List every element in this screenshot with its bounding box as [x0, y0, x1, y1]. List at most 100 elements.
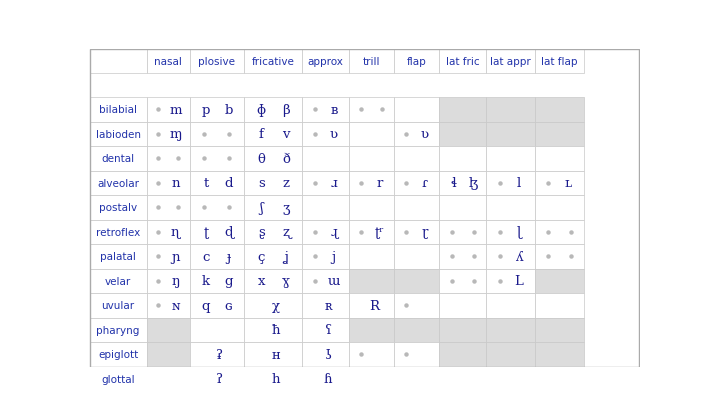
- Text: θ: θ: [257, 152, 265, 166]
- Text: ʋ: ʋ: [330, 128, 338, 141]
- Text: ʈʳ: ʈʳ: [375, 226, 385, 239]
- Bar: [302, 122, 349, 147]
- Bar: [244, 244, 302, 269]
- Bar: [190, 318, 244, 342]
- Bar: [244, 50, 302, 74]
- Text: dental: dental: [102, 154, 134, 164]
- Bar: [535, 147, 584, 171]
- Bar: [349, 98, 395, 122]
- Bar: [190, 269, 244, 294]
- Text: ʜ: ʜ: [272, 348, 280, 361]
- Bar: [302, 318, 349, 342]
- Text: ɸ: ɸ: [257, 104, 266, 116]
- Text: ɳ: ɳ: [171, 226, 180, 239]
- Bar: [90, 171, 146, 196]
- Text: d: d: [225, 177, 233, 190]
- Text: ɱ: ɱ: [169, 128, 182, 141]
- Bar: [244, 171, 302, 196]
- Bar: [439, 342, 486, 367]
- Bar: [302, 294, 349, 318]
- Text: ʝ: ʝ: [284, 250, 289, 263]
- Text: h: h: [272, 373, 280, 385]
- Bar: [90, 98, 146, 122]
- Bar: [90, 220, 146, 244]
- Text: ŋ: ŋ: [171, 275, 180, 288]
- Bar: [349, 367, 395, 391]
- Bar: [486, 220, 535, 244]
- Text: bilabial: bilabial: [99, 105, 137, 115]
- Bar: [146, 367, 190, 391]
- Text: ʟ: ʟ: [565, 177, 572, 190]
- Bar: [439, 50, 486, 74]
- Bar: [146, 147, 190, 171]
- Text: labioden: labioden: [95, 130, 141, 140]
- Bar: [395, 171, 439, 196]
- Bar: [244, 294, 302, 318]
- Bar: [146, 269, 190, 294]
- Bar: [90, 294, 146, 318]
- Text: alveolar: alveolar: [97, 178, 139, 188]
- Bar: [486, 122, 535, 147]
- Bar: [349, 220, 395, 244]
- Bar: [349, 147, 395, 171]
- Bar: [535, 220, 584, 244]
- Text: ɽ: ɽ: [422, 226, 428, 239]
- Text: ɟ: ɟ: [227, 250, 231, 263]
- Bar: [395, 147, 439, 171]
- Bar: [302, 342, 349, 367]
- Bar: [302, 220, 349, 244]
- Bar: [302, 147, 349, 171]
- Text: velar: velar: [105, 276, 132, 286]
- Bar: [395, 122, 439, 147]
- Bar: [395, 196, 439, 220]
- Bar: [439, 220, 486, 244]
- Bar: [90, 367, 146, 391]
- Text: ɖ: ɖ: [225, 226, 233, 239]
- Text: ɣ: ɣ: [282, 275, 290, 288]
- Bar: [349, 318, 395, 342]
- Bar: [190, 342, 244, 367]
- Text: plosive: plosive: [198, 57, 235, 67]
- Bar: [439, 294, 486, 318]
- Text: ʈ: ʈ: [203, 226, 208, 239]
- Text: ʎ: ʎ: [515, 250, 523, 263]
- Bar: [439, 269, 486, 294]
- Bar: [146, 318, 190, 342]
- Text: palatal: palatal: [100, 252, 136, 262]
- Bar: [244, 367, 302, 391]
- Text: ʕ: ʕ: [325, 324, 332, 337]
- Bar: [190, 244, 244, 269]
- Bar: [349, 122, 395, 147]
- Bar: [349, 196, 395, 220]
- Text: z: z: [282, 177, 289, 190]
- Bar: [395, 269, 439, 294]
- Text: uvular: uvular: [102, 301, 134, 311]
- Bar: [395, 367, 439, 391]
- Bar: [535, 244, 584, 269]
- Text: ɦ: ɦ: [324, 373, 332, 385]
- Text: pharyng: pharyng: [97, 325, 140, 335]
- Text: retroflex: retroflex: [96, 227, 140, 237]
- Text: lat flap: lat flap: [542, 57, 578, 67]
- Text: ɴ: ɴ: [171, 299, 180, 312]
- Text: trill: trill: [363, 57, 380, 67]
- Text: ɾ: ɾ: [422, 177, 427, 190]
- Text: f: f: [259, 128, 264, 141]
- Text: glottal: glottal: [101, 374, 135, 384]
- Bar: [395, 318, 439, 342]
- Bar: [349, 294, 395, 318]
- Bar: [244, 342, 302, 367]
- Bar: [190, 50, 244, 74]
- Bar: [439, 244, 486, 269]
- Bar: [349, 342, 395, 367]
- Text: m: m: [169, 104, 182, 116]
- Text: r: r: [376, 177, 383, 190]
- Text: nasal: nasal: [154, 57, 182, 67]
- Bar: [486, 98, 535, 122]
- Bar: [146, 244, 190, 269]
- Text: q: q: [202, 299, 210, 312]
- Bar: [439, 147, 486, 171]
- Text: ʀ: ʀ: [324, 299, 332, 312]
- Text: postalv: postalv: [99, 203, 137, 213]
- Bar: [146, 220, 190, 244]
